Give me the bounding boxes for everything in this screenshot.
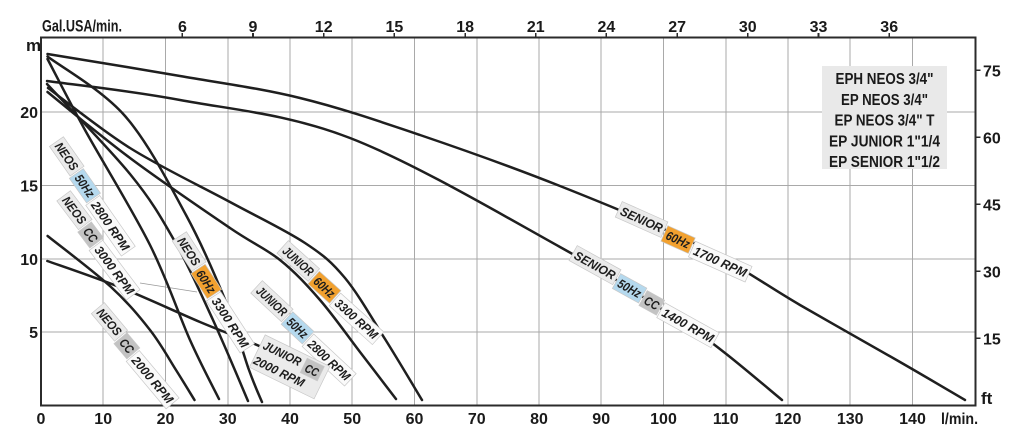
svg-text:EP JUNIOR 1"1/4: EP JUNIOR 1"1/4 <box>829 133 940 150</box>
svg-text:60: 60 <box>983 130 1001 147</box>
svg-text:m: m <box>26 36 41 55</box>
svg-text:l/min.: l/min. <box>941 411 978 428</box>
svg-text:24: 24 <box>598 19 616 36</box>
svg-text:15: 15 <box>386 19 404 36</box>
svg-text:10: 10 <box>20 252 38 269</box>
svg-text:80: 80 <box>530 411 548 428</box>
svg-text:CC: CC <box>642 294 663 314</box>
svg-text:30: 30 <box>739 19 757 36</box>
svg-text:12: 12 <box>315 19 333 36</box>
svg-text:EP NEOS 3/4": EP NEOS 3/4" <box>841 92 928 109</box>
svg-text:100: 100 <box>650 411 677 428</box>
svg-text:90: 90 <box>592 411 610 428</box>
svg-text:15: 15 <box>20 179 38 196</box>
svg-text:33: 33 <box>810 19 828 36</box>
svg-text:0: 0 <box>37 411 46 428</box>
svg-text:50: 50 <box>343 411 361 428</box>
svg-text:36: 36 <box>880 19 898 36</box>
svg-text:18: 18 <box>456 19 474 36</box>
svg-text:40: 40 <box>281 411 299 428</box>
svg-text:21: 21 <box>527 19 545 36</box>
svg-text:15: 15 <box>983 331 1001 348</box>
svg-text:5: 5 <box>29 325 38 342</box>
svg-text:EP SENIOR 1"1/2: EP SENIOR 1"1/2 <box>829 154 940 171</box>
svg-text:30: 30 <box>983 264 1001 281</box>
svg-text:9: 9 <box>249 19 258 36</box>
svg-text:70: 70 <box>468 411 486 428</box>
svg-text:20: 20 <box>20 105 38 122</box>
svg-text:60: 60 <box>406 411 424 428</box>
svg-text:45: 45 <box>983 197 1001 214</box>
svg-text:30: 30 <box>219 411 237 428</box>
svg-text:110: 110 <box>713 411 739 428</box>
svg-text:10: 10 <box>94 411 112 428</box>
svg-text:Gal.USA/min.: Gal.USA/min. <box>42 17 122 36</box>
svg-text:27: 27 <box>668 19 686 36</box>
svg-text:130: 130 <box>837 411 864 428</box>
svg-text:6: 6 <box>178 19 187 36</box>
svg-text:CC: CC <box>302 361 321 380</box>
svg-text:ft: ft <box>981 389 993 408</box>
svg-text:EP NEOS 3/4" T: EP NEOS 3/4" T <box>835 113 935 130</box>
svg-text:120: 120 <box>775 411 802 428</box>
svg-text:75: 75 <box>983 63 1001 80</box>
svg-text:20: 20 <box>157 411 175 428</box>
svg-text:140: 140 <box>899 411 926 428</box>
svg-text:EPH NEOS 3/4": EPH NEOS 3/4" <box>836 71 934 88</box>
